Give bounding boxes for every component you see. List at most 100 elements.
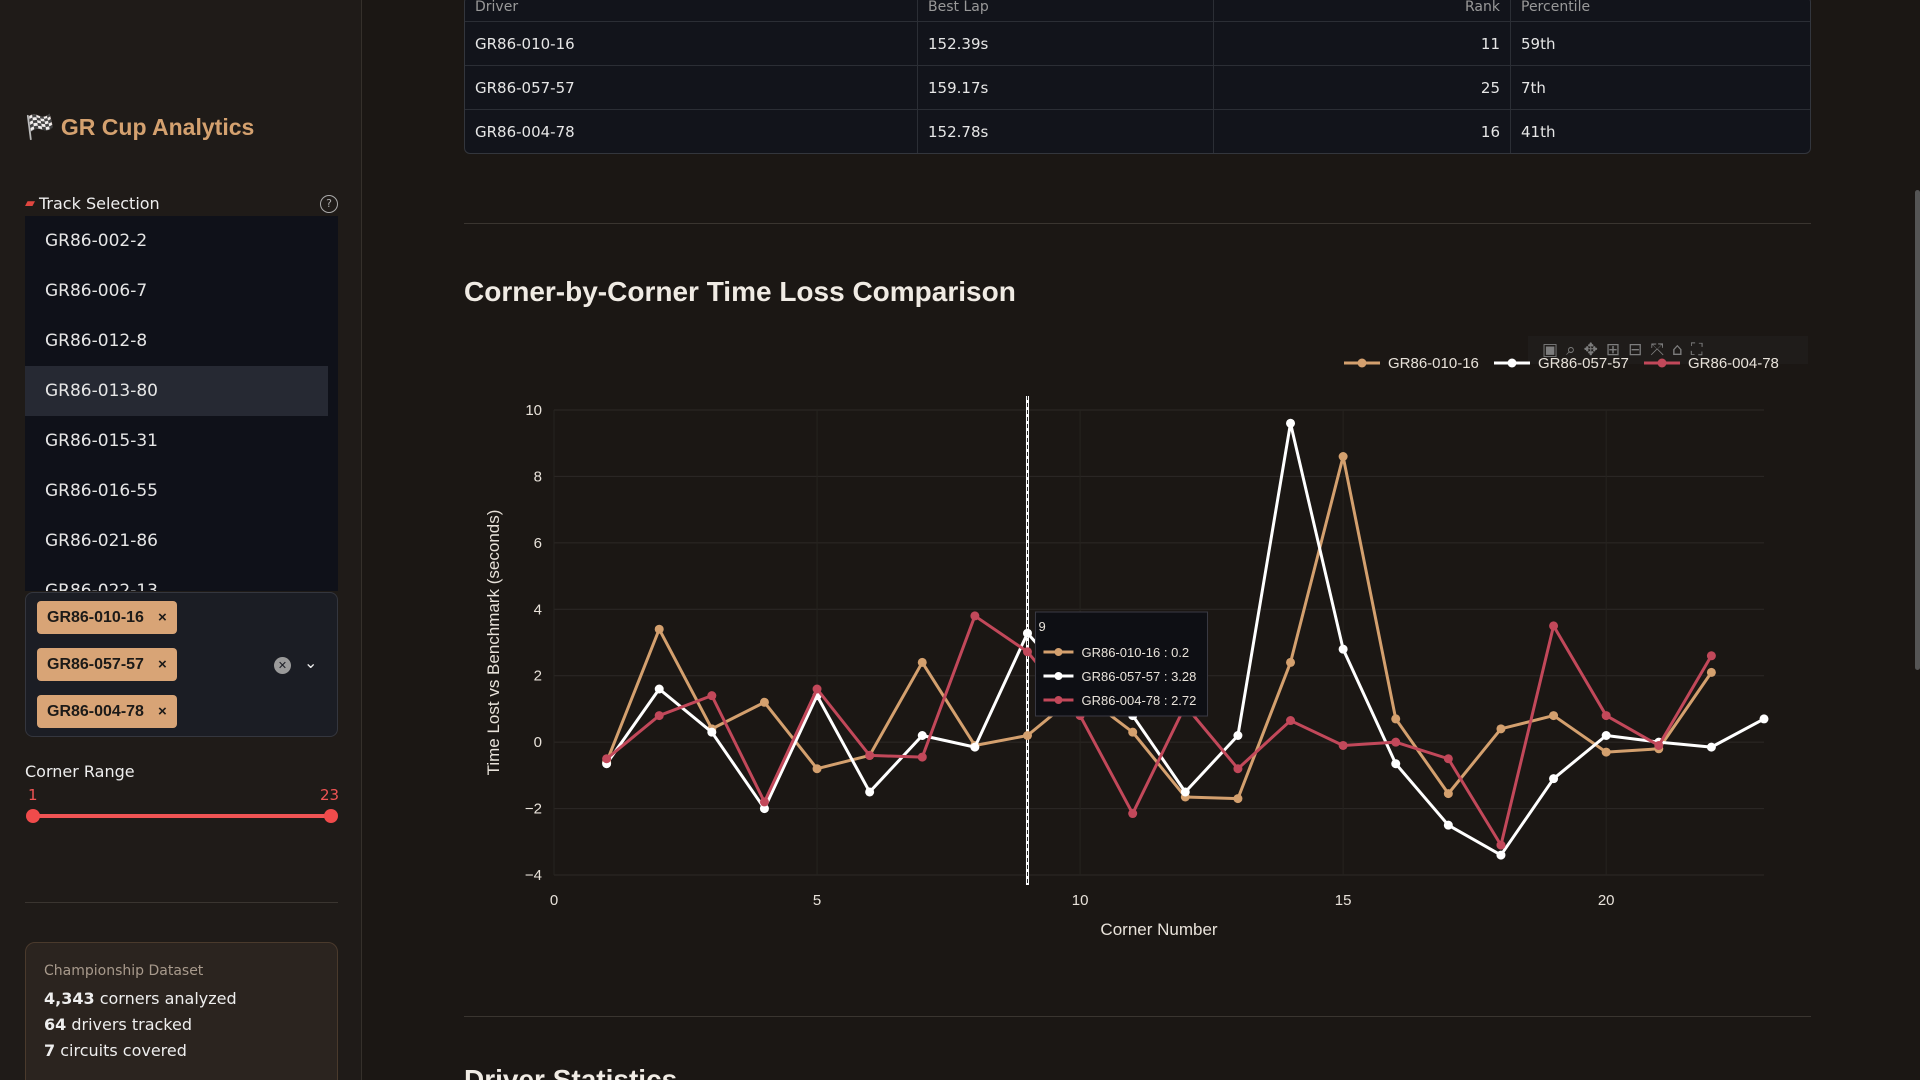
data-point[interactable]	[1443, 754, 1453, 764]
data-point[interactable]	[917, 752, 927, 762]
data-point[interactable]	[812, 684, 822, 694]
data-point[interactable]	[1549, 774, 1559, 784]
data-point[interactable]	[1601, 711, 1611, 721]
data-point[interactable]	[865, 750, 875, 760]
data-point[interactable]	[1286, 657, 1296, 667]
data-point[interactable]	[1180, 787, 1190, 797]
tooltip-swatch-dot	[1054, 648, 1063, 656]
data-point[interactable]	[970, 742, 980, 752]
data-point[interactable]	[759, 797, 769, 807]
checkered-flag-icon: 🏁	[25, 113, 55, 141]
legend-label: GR86-004-78	[1688, 355, 1779, 372]
table-header-cell[interactable]: Best Lap	[918, 0, 1214, 21]
pan-icon[interactable]: ✥	[1583, 340, 1598, 360]
data-point[interactable]	[1128, 809, 1138, 819]
data-point[interactable]	[654, 624, 664, 634]
y-tick-label: 2	[534, 668, 542, 685]
data-point[interactable]	[1443, 820, 1453, 830]
data-point[interactable]	[1706, 742, 1716, 752]
data-point[interactable]	[1391, 714, 1401, 724]
table-cell: GR86-057-57	[465, 66, 918, 109]
data-point[interactable]	[865, 787, 875, 797]
autoscale-icon[interactable]: ⤧	[1650, 340, 1664, 360]
remove-icon[interactable]: ×	[157, 609, 167, 626]
y-tick-label: 8	[534, 468, 542, 485]
data-point[interactable]	[812, 764, 822, 774]
data-point[interactable]	[1601, 731, 1611, 740]
time-loss-chart[interactable]: −4 −2 0 2 4 6 8 10 0 5 10 15 20 Corner Number Time Los…	[464, 330, 1814, 950]
dropdown-item[interactable]: GR86-016-55	[45, 481, 158, 501]
dropdown-item[interactable]: GR86-013-80	[25, 366, 328, 416]
remove-icon[interactable]: ×	[157, 703, 167, 720]
data-point[interactable]	[1759, 714, 1769, 724]
data-point[interactable]	[917, 731, 927, 740]
data-point[interactable]	[602, 754, 612, 764]
table-header-cell[interactable]: Driver	[465, 0, 918, 21]
data-point[interactable]	[1706, 651, 1716, 661]
data-point[interactable]	[1233, 731, 1243, 740]
clear-all-icon[interactable]: ✕	[274, 657, 291, 674]
y-tick-label: 4	[534, 601, 542, 618]
data-point[interactable]	[1338, 740, 1348, 750]
dropdown-item[interactable]: GR86-021-86	[45, 531, 158, 551]
data-point[interactable]	[1496, 840, 1506, 850]
table-header-cell[interactable]: Percentile	[1521, 0, 1591, 15]
zoom-icon[interactable]: ⌕	[1566, 340, 1576, 360]
corner-range-track[interactable]	[32, 814, 331, 818]
camera-icon[interactable]: ▣	[1542, 340, 1559, 360]
dropdown-item[interactable]: GR86-015-31	[45, 431, 158, 451]
data-point[interactable]	[1601, 747, 1611, 757]
data-point[interactable]	[1706, 667, 1716, 677]
data-point[interactable]	[1549, 621, 1559, 631]
data-point[interactable]	[1338, 644, 1348, 654]
data-point[interactable]	[1654, 740, 1664, 750]
data-point[interactable]	[1022, 647, 1032, 657]
data-point[interactable]	[917, 657, 927, 667]
data-point[interactable]	[759, 804, 769, 814]
dataset-stat-text: drivers tracked	[71, 1015, 192, 1034]
table-cell: 159.17s	[918, 66, 1214, 109]
data-point[interactable]	[1496, 724, 1506, 734]
zoom-in-icon[interactable]: ⊞	[1605, 340, 1621, 360]
dropdown-item[interactable]: GR86-006-7	[45, 281, 148, 301]
dropdown-item[interactable]: GR86-002-2	[45, 231, 148, 251]
help-icon[interactable]: ?	[320, 194, 338, 213]
table-header-cell[interactable]: Rank	[1214, 0, 1511, 21]
data-point[interactable]	[1338, 452, 1348, 461]
data-point[interactable]	[1443, 789, 1453, 799]
data-point[interactable]	[970, 611, 980, 621]
data-point[interactable]	[1391, 737, 1401, 747]
driver-multiselect[interactable]: ✕ ⌄ GR86-010-16 × GR86-057-57 × GR86-004-78 ×	[25, 592, 338, 737]
data-point[interactable]	[1022, 731, 1032, 740]
data-point[interactable]	[1391, 759, 1401, 769]
data-point[interactable]	[1233, 794, 1243, 804]
data-point[interactable]	[1128, 727, 1138, 737]
dropdown-item[interactable]: GR86-022-13	[45, 581, 158, 591]
zoom-out-icon[interactable]: ⊟	[1628, 340, 1643, 360]
data-point[interactable]	[654, 684, 664, 694]
data-point[interactable]	[1233, 764, 1243, 774]
corner-range-thumb-min[interactable]	[26, 809, 40, 823]
dataset-stat: 64 drivers tracked	[44, 1015, 319, 1034]
dataset-stat-number: 64	[44, 1015, 67, 1034]
data-point[interactable]	[1022, 628, 1032, 638]
scrollbar[interactable]	[1915, 190, 1920, 670]
dropdown-item[interactable]: GR86-012-8	[45, 331, 148, 351]
reset-axes-icon[interactable]: ⌂	[1671, 340, 1683, 360]
data-point[interactable]	[707, 691, 717, 701]
section-divider	[464, 223, 1811, 224]
tooltip-item: GR86-057-57 : 3.28	[1081, 669, 1196, 684]
data-point[interactable]	[1496, 850, 1506, 860]
remove-icon[interactable]: ×	[157, 656, 167, 673]
chevron-down-icon[interactable]: ⌄	[304, 653, 318, 672]
data-point[interactable]	[759, 697, 769, 707]
data-point[interactable]	[1286, 418, 1296, 428]
data-point[interactable]	[1286, 716, 1296, 726]
y-tick-label: 0	[534, 734, 542, 751]
data-point[interactable]	[654, 711, 664, 721]
corner-range-thumb-max[interactable]	[324, 809, 338, 823]
data-point[interactable]	[707, 727, 717, 737]
fullscreen-icon[interactable]: ⛶	[1690, 340, 1703, 360]
data-point[interactable]	[1549, 711, 1559, 721]
